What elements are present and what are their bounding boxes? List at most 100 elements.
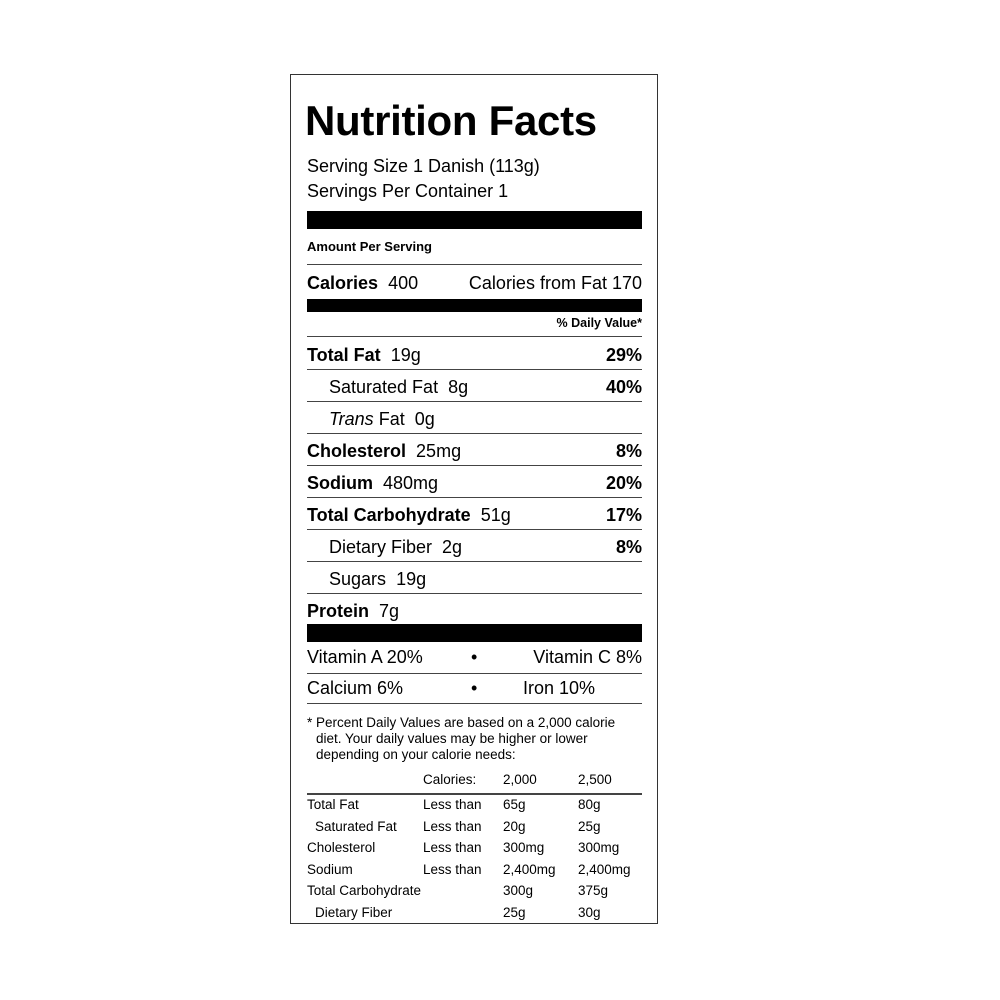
table-header: Calories: 2,000 2,500 <box>307 772 647 790</box>
table-cell: 300mg <box>578 840 620 855</box>
table-cell: 300g <box>503 883 534 898</box>
vitamin-row: Calcium 6% • Iron 10% <box>307 678 642 702</box>
nutrient-label: Sugars <box>329 568 387 589</box>
vitamin-row: Vitamin A 20% • Vitamin C 8% <box>307 647 642 671</box>
bullet: • <box>471 678 478 698</box>
vitamin-right: Vitamin C 8% <box>533 647 642 667</box>
footnote: * Percent Daily Values are based on a 2,… <box>307 715 642 763</box>
nutrient-amount: 480mg <box>383 472 439 493</box>
table-row: Cholesterol Less than 300mg 300mg <box>307 840 647 858</box>
divider <box>307 369 642 370</box>
table-cell: Total Carbohydrate <box>307 883 422 898</box>
divider <box>307 529 642 530</box>
vitamin-left: Calcium 6% <box>307 678 404 698</box>
table-cell: Less than <box>423 818 482 834</box>
table-cell: Less than <box>423 797 482 812</box>
table-cell: 2,400mg <box>503 861 556 877</box>
divider <box>307 703 642 704</box>
divider <box>307 336 642 337</box>
table-cell: 2,000 <box>503 772 537 787</box>
nutrient-dv: 8% <box>615 440 642 461</box>
nutrient-dv: 8% <box>615 536 642 557</box>
nutrient-label-suffix: Fat <box>378 408 405 429</box>
nutrient-amount: 2g <box>442 536 463 557</box>
footnote-line: diet. Your daily values may be higher or… <box>316 731 588 746</box>
divider <box>307 593 642 594</box>
divider <box>307 264 642 265</box>
servings-per-container: Servings Per Container 1 <box>307 181 509 201</box>
table-row: Total Fat Less than 65g 80g <box>307 797 647 815</box>
table-cell: 375g <box>578 883 609 898</box>
table-cell: 25g <box>503 904 526 920</box>
nutrient-row-trans-fat: Trans Fat 0g <box>307 407 642 431</box>
table-cell: 300mg <box>503 840 545 855</box>
calories-label: Calories <box>307 272 379 293</box>
table-cell: 2,500 <box>578 772 612 787</box>
table-cell: 65g <box>503 797 526 812</box>
vitamin-right: Iron 10% <box>523 678 596 698</box>
nutrient-row-sugars: Sugars 19g <box>307 567 642 591</box>
table-cell: Less than <box>423 861 482 877</box>
table-cell: Less than <box>423 840 482 855</box>
calories-from-fat: Calories from Fat 170 <box>468 272 642 293</box>
nutrient-label: Cholesterol <box>307 440 407 461</box>
nutrient-amount: 19g <box>390 344 421 365</box>
nutrient-dv: 17% <box>605 504 642 525</box>
table-cell: Sodium <box>307 861 353 877</box>
nutrient-label: Dietary Fiber <box>329 536 433 557</box>
nutrient-label: Trans <box>329 408 374 429</box>
footnote-line: * Percent Daily Values are based on a 2,… <box>307 715 616 730</box>
nutrient-row-total-fat: Total Fat 19g 29% <box>307 343 642 367</box>
nutrient-amount: 25mg <box>416 440 462 461</box>
nutrient-amount: 7g <box>379 600 400 621</box>
table-row: Dietary Fiber 25g 30g <box>307 905 647 923</box>
table-row: Saturated Fat Less than 20g 25g <box>307 819 647 837</box>
nutrient-label: Total Carbohydrate <box>307 504 471 525</box>
thick-divider <box>307 624 642 642</box>
nutrient-label: Saturated Fat <box>329 376 439 397</box>
medium-divider <box>307 299 642 312</box>
daily-value-header: % Daily Value* <box>556 316 642 330</box>
nutrient-row-saturated-fat: Saturated Fat 8g 40% <box>307 375 642 399</box>
divider <box>307 497 642 498</box>
footnote-line: depending on your calorie needs: <box>316 747 516 762</box>
table-cell: 30g <box>578 904 601 920</box>
table-cell: 25g <box>578 818 601 834</box>
nutrient-label: Sodium <box>307 472 373 493</box>
divider <box>307 673 642 674</box>
nutrient-amount: 0g <box>414 408 435 429</box>
nutrient-row-total-carbohydrate: Total Carbohydrate 51g 17% <box>307 503 642 527</box>
table-cell: Total Fat <box>307 797 359 812</box>
divider <box>307 561 642 562</box>
table-cell: Cholesterol <box>307 840 376 855</box>
nutrient-amount: 8g <box>448 376 469 397</box>
divider <box>307 433 642 434</box>
nutrition-facts-label: Nutrition Facts Serving Size 1 Danish (1… <box>290 74 658 924</box>
table-row: Total Carbohydrate 300g 375g <box>307 883 647 901</box>
nutrient-amount: 19g <box>396 568 427 589</box>
table-cell: Dietary Fiber <box>315 904 393 920</box>
table-cell: Saturated Fat <box>315 818 397 834</box>
divider <box>307 793 642 795</box>
nutrient-dv: 20% <box>605 472 642 493</box>
bullet: • <box>471 647 478 667</box>
calories-row: Calories 400 Calories from Fat 170 <box>307 271 642 295</box>
table-cell: Calories: <box>423 772 477 787</box>
nutrient-dv: 29% <box>605 344 642 365</box>
table-cell: 80g <box>578 797 601 812</box>
serving-size: Serving Size 1 Danish (113g) <box>307 156 540 176</box>
table-cell: 2,400mg <box>578 861 631 877</box>
nutrient-dv: 40% <box>605 376 642 397</box>
divider <box>307 401 642 402</box>
vitamin-left: Vitamin A 20% <box>307 647 423 667</box>
nutrient-row-dietary-fiber: Dietary Fiber 2g 8% <box>307 535 642 559</box>
table-row: Sodium Less than 2,400mg 2,400mg <box>307 862 647 880</box>
table-cell: 20g <box>503 818 526 834</box>
amount-per-serving: Amount Per Serving <box>307 239 432 254</box>
divider <box>307 465 642 466</box>
calories-value: 400 <box>388 272 419 293</box>
thick-divider <box>307 211 642 229</box>
label-title: Nutrition Facts <box>305 97 597 144</box>
nutrient-row-protein: Protein 7g <box>307 599 642 623</box>
nutrient-amount: 51g <box>480 504 511 525</box>
